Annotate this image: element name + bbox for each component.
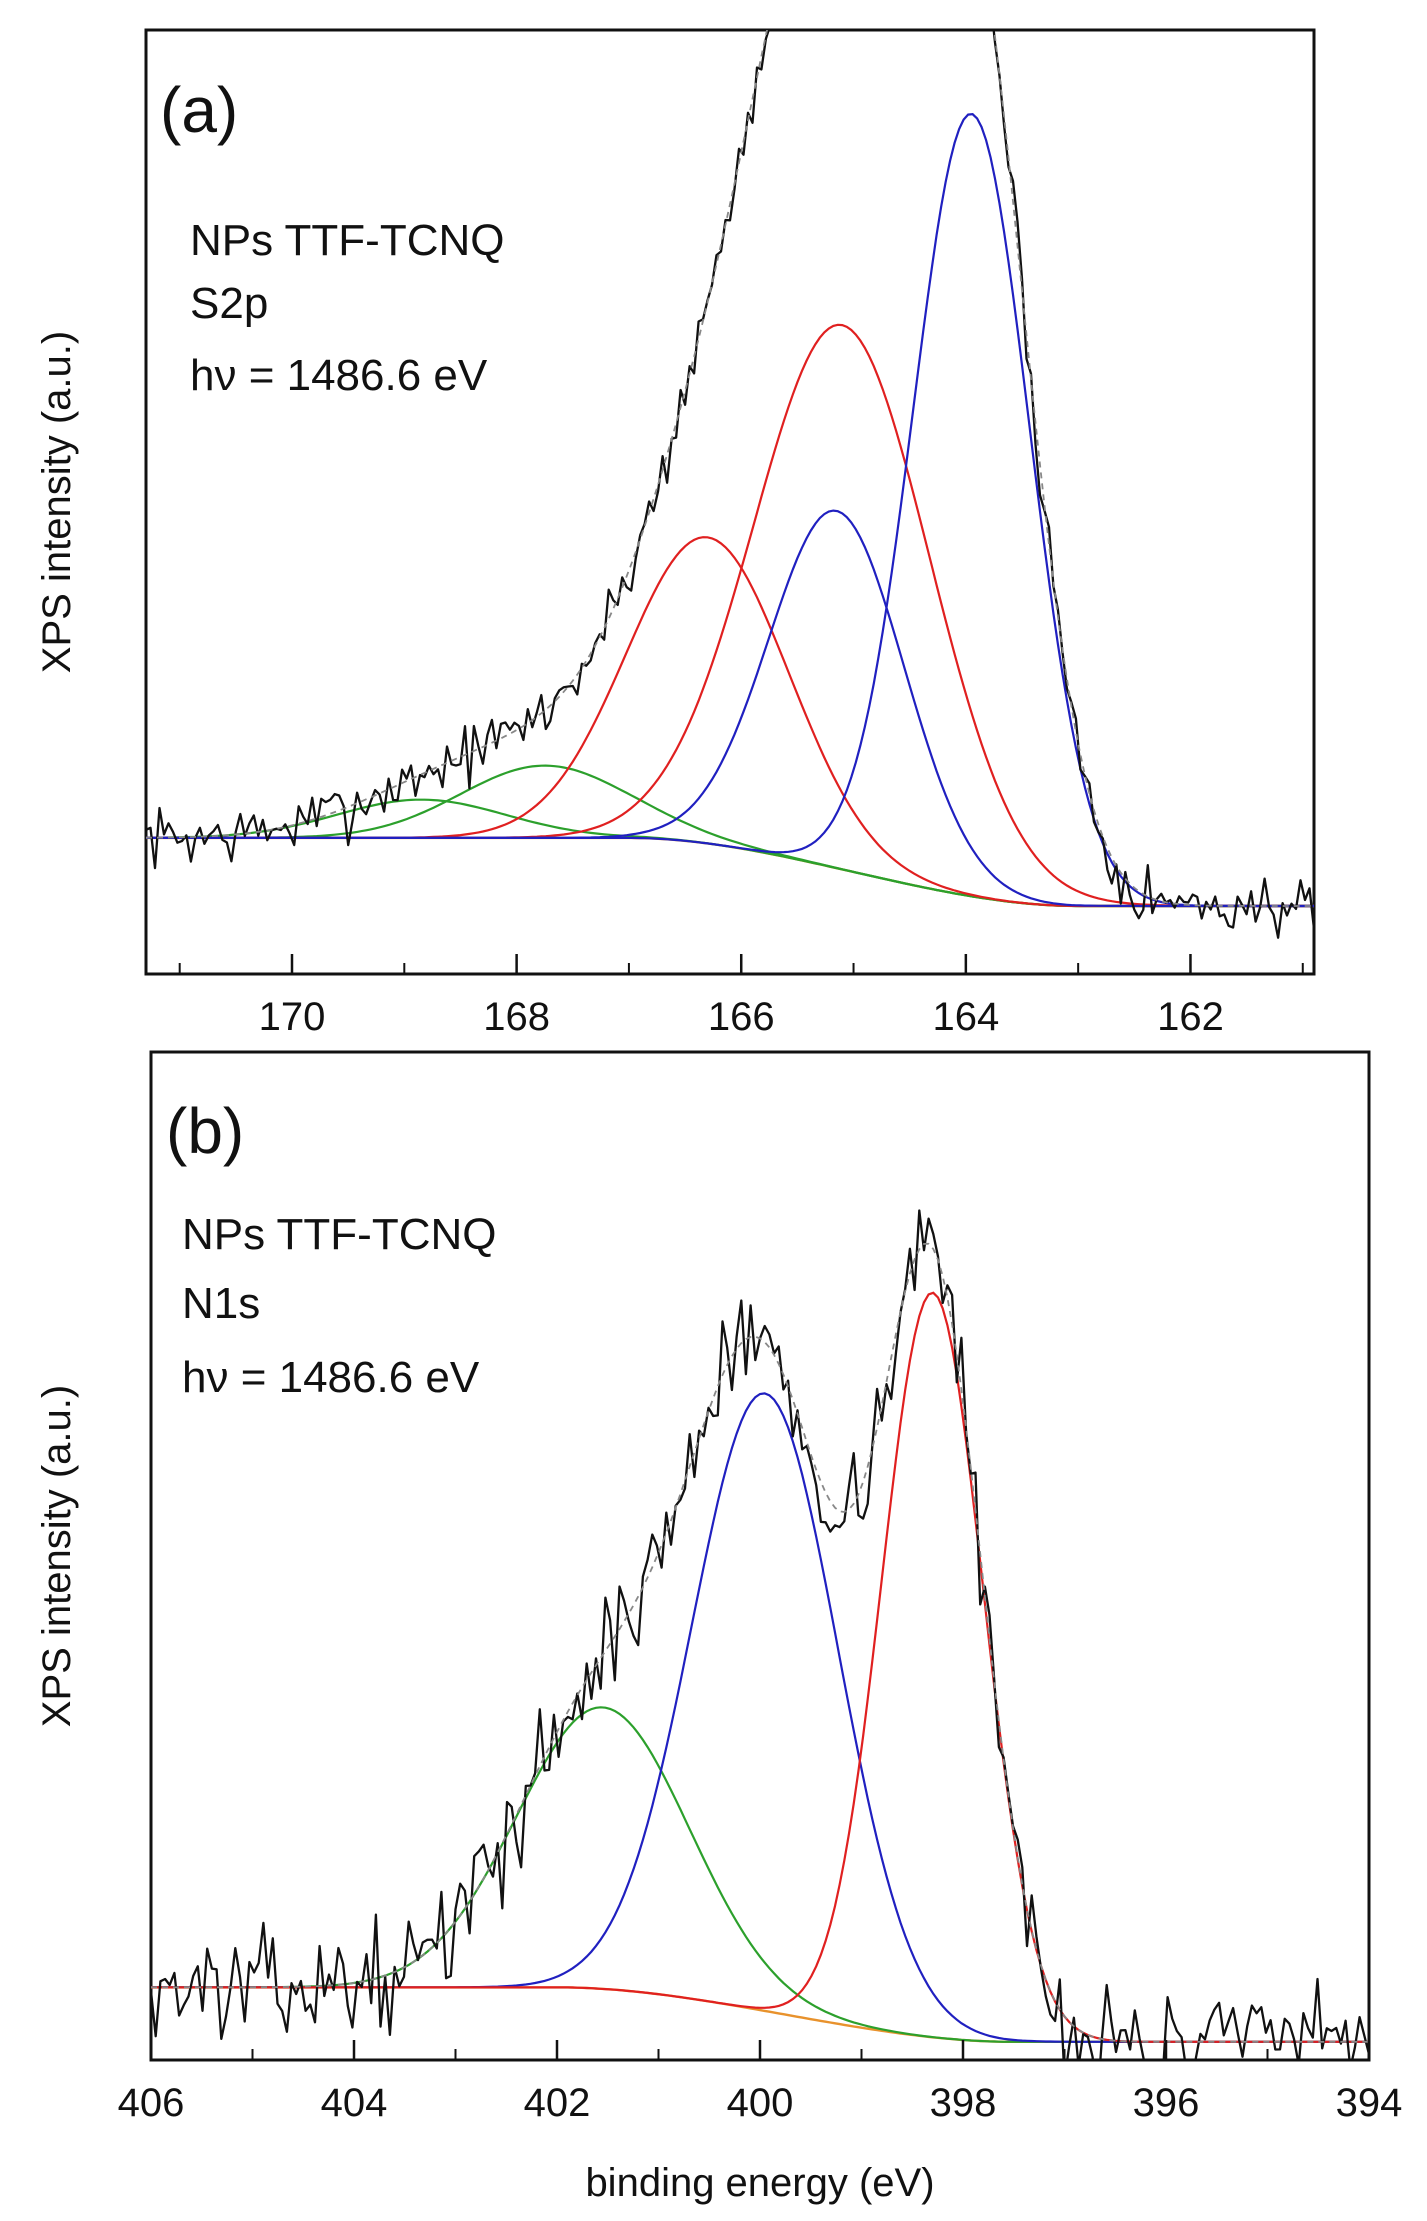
panel-a-letter: (a) — [160, 74, 238, 146]
x-tick-label: 396 — [1133, 2081, 1200, 2125]
panel-b-n1s: 406 404 402 400 398 396 394 (b) NPs TTF-TCNQ N… — [35, 1050, 1403, 2125]
background-line — [146, 836, 1314, 908]
panel-b-sample-label: NPs TTF-TCNQ — [182, 1210, 497, 1259]
panel-a-x-ticks: 170 168 166 164 162 — [178, 954, 1304, 1039]
x-tick-label: 402 — [524, 2081, 591, 2125]
panel-a-s2p: 170 168 166 164 162 (a) NPs TTF-TCNQ S2p hν … — [35, 28, 1316, 1039]
x-tick-label: 406 — [118, 2081, 185, 2125]
x-tick-label: 404 — [321, 2081, 388, 2125]
panel-b-letter: (b) — [166, 1095, 244, 1167]
panel-b-core-level-label: N1s — [182, 1279, 260, 1328]
panel-a-photon-energy-label: hν = 1486.6 eV — [190, 351, 488, 400]
measured-spectrum-line — [151, 1209, 1369, 2060]
panel-b-photon-energy-label: hν = 1486.6 eV — [182, 1353, 480, 1402]
panel-a-sample-label: NPs TTF-TCNQ — [190, 216, 505, 265]
x-tick-label: 166 — [708, 995, 775, 1039]
panel-a-core-level-label: S2p — [190, 279, 268, 328]
panel-b-plot-frame — [149, 1050, 1371, 2062]
component-peak-1 — [146, 798, 1314, 908]
x-tick-label: 398 — [930, 2081, 997, 2125]
component-peak-3 — [151, 1291, 1369, 2043]
fit-envelope-line — [146, 30, 1314, 907]
panel-b-curves — [151, 1209, 1369, 2060]
component-peak-6 — [146, 113, 1314, 908]
panel-b-x-ticks: 406 404 402 400 398 396 394 — [118, 2040, 1403, 2125]
measured-spectrum-line — [146, 30, 1314, 939]
x-axis-title: binding energy (eV) — [585, 2161, 934, 2205]
x-tick-label: 394 — [1336, 2081, 1403, 2125]
panel-a-y-axis-title: XPS intensity (a.u.) — [35, 331, 79, 673]
panel-b-y-axis-title: XPS intensity (a.u.) — [35, 1385, 79, 1727]
x-tick-label: 162 — [1157, 995, 1224, 1039]
component-peak-3 — [146, 536, 1314, 908]
background-line — [151, 1986, 1369, 2043]
component-peak-2 — [146, 764, 1314, 908]
component-peak-1 — [151, 1706, 1369, 2043]
x-tick-label: 164 — [932, 995, 999, 1039]
x-tick-label: 168 — [483, 995, 550, 1039]
x-tick-label: 400 — [727, 2081, 794, 2125]
x-tick-label: 170 — [259, 995, 326, 1039]
panel-a-curves — [146, 30, 1314, 939]
component-peak-2 — [151, 1392, 1369, 2043]
panel-a-plot-frame — [144, 28, 1316, 976]
